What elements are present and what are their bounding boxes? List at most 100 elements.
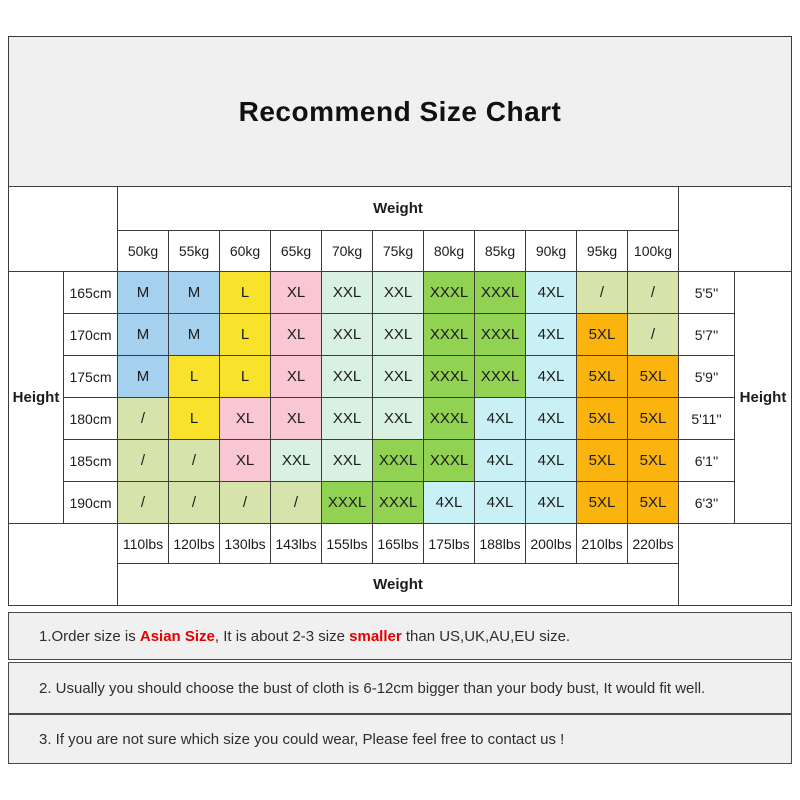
size-cell: / bbox=[270, 481, 322, 524]
height-cm-cell: 175cm bbox=[63, 355, 118, 398]
size-cell: 5XL bbox=[627, 439, 679, 482]
size-cell: 5XL bbox=[627, 397, 679, 440]
note-plain-text: than US,UK,AU,EU size. bbox=[401, 627, 571, 645]
lbs-header-cell: 165lbs bbox=[372, 523, 424, 564]
size-cell: 4XL bbox=[474, 439, 526, 482]
size-cell: 4XL bbox=[474, 481, 526, 524]
kg-header-cell: 50kg bbox=[117, 230, 169, 272]
title-box: Recommend Size Chart bbox=[8, 36, 792, 187]
size-cell: L bbox=[219, 355, 271, 398]
kg-header-cell: 80kg bbox=[423, 230, 475, 272]
kg-header-cell: 60kg bbox=[219, 230, 271, 272]
size-cell: XXL bbox=[372, 271, 424, 314]
kg-header-cell: 95kg bbox=[576, 230, 628, 272]
note-highlight-text: smaller bbox=[349, 627, 402, 645]
size-cell: 5XL bbox=[576, 313, 628, 356]
size-cell: 4XL bbox=[525, 313, 577, 356]
corner-top-left bbox=[8, 186, 118, 272]
lbs-header-cell: 155lbs bbox=[321, 523, 373, 564]
lbs-header-cell: 110lbs bbox=[117, 523, 169, 564]
lbs-header-cell: 210lbs bbox=[576, 523, 628, 564]
size-cell: XXXL bbox=[372, 481, 424, 524]
height-ft-cell: 5'9'' bbox=[678, 355, 735, 398]
size-cell: XL bbox=[270, 397, 322, 440]
note-highlight-text: Asian Size bbox=[139, 627, 215, 645]
size-cell: XL bbox=[219, 397, 271, 440]
size-cell: / bbox=[627, 271, 679, 314]
lbs-header-cell: 175lbs bbox=[423, 523, 475, 564]
lbs-header-cell: 188lbs bbox=[474, 523, 526, 564]
lbs-header-cell: 200lbs bbox=[525, 523, 577, 564]
height-ft-cell: 6'1'' bbox=[678, 439, 735, 482]
weight-header: Weight bbox=[117, 186, 679, 231]
size-cell: 5XL bbox=[576, 481, 628, 524]
corner-bottom-right bbox=[678, 523, 792, 606]
size-cell: 4XL bbox=[525, 439, 577, 482]
size-cell: / bbox=[117, 397, 169, 440]
height-label-left: Height bbox=[8, 271, 64, 524]
corner-bottom-left bbox=[8, 523, 118, 606]
size-cell: XL bbox=[270, 355, 322, 398]
lbs-header-cell: 130lbs bbox=[219, 523, 271, 564]
note-text: 2. Usually you should choose the bust of… bbox=[9, 680, 705, 697]
size-cell: XXL bbox=[321, 313, 373, 356]
kg-header-cell: 55kg bbox=[168, 230, 220, 272]
height-cm-cell: 185cm bbox=[63, 439, 118, 482]
size-cell: L bbox=[168, 355, 220, 398]
kg-header-cell: 65kg bbox=[270, 230, 322, 272]
size-cell: XXL bbox=[372, 313, 424, 356]
size-cell: XXL bbox=[321, 439, 373, 482]
size-chart-table: Weight 50kg 55kg 60kg 65kg 70kg 75kg 80kg 85kg 90… bbox=[8, 186, 792, 606]
lbs-header-cell: 143lbs bbox=[270, 523, 322, 564]
height-cm-cell: 165cm bbox=[63, 271, 118, 314]
note-plain-text: , It is about 2-3 size bbox=[214, 627, 350, 645]
size-cell: L bbox=[219, 313, 271, 356]
size-cell: XXL bbox=[270, 439, 322, 482]
size-cell: XXXL bbox=[321, 481, 373, 524]
note-contact-us: 3. If you are not sure which size you co… bbox=[8, 714, 792, 764]
lbs-header-cell: 220lbs bbox=[627, 523, 679, 564]
size-cell: 5XL bbox=[576, 397, 628, 440]
size-cell: M bbox=[117, 355, 169, 398]
size-cell: 5XL bbox=[576, 439, 628, 482]
note-plain-text: 1.Order size is bbox=[39, 627, 140, 645]
size-cell: XXL bbox=[321, 271, 373, 314]
kg-header-cell: 100kg bbox=[627, 230, 679, 272]
size-cell: 4XL bbox=[474, 397, 526, 440]
size-cell: L bbox=[219, 271, 271, 314]
size-cell: 4XL bbox=[525, 397, 577, 440]
size-cell: XXXL bbox=[423, 397, 475, 440]
height-ft-cell: 5'5'' bbox=[678, 271, 735, 314]
weight-footer: Weight bbox=[117, 563, 679, 606]
size-cell: 4XL bbox=[525, 271, 577, 314]
size-cell: / bbox=[168, 439, 220, 482]
height-cm-cell: 170cm bbox=[63, 313, 118, 356]
size-cell: XXXL bbox=[423, 271, 475, 314]
size-cell: / bbox=[117, 481, 169, 524]
corner-top-right bbox=[678, 186, 792, 272]
size-table-body: Weight 50kg 55kg 60kg 65kg 70kg 75kg 80kg 85kg 90… bbox=[8, 186, 792, 606]
size-cell: M bbox=[117, 271, 169, 314]
size-cell: M bbox=[117, 313, 169, 356]
kg-header-cell: 70kg bbox=[321, 230, 373, 272]
note-asian-size: 1.Order size is Asian Size, It is about … bbox=[8, 612, 792, 660]
size-cell: 5XL bbox=[627, 481, 679, 524]
size-cell: 5XL bbox=[576, 355, 628, 398]
height-label-right: Height bbox=[734, 271, 792, 524]
size-cell: / bbox=[219, 481, 271, 524]
height-ft-cell: 6'3'' bbox=[678, 481, 735, 524]
size-cell: XXL bbox=[321, 397, 373, 440]
size-cell: / bbox=[117, 439, 169, 482]
size-cell: XXXL bbox=[423, 355, 475, 398]
size-cell: XXXL bbox=[474, 271, 526, 314]
size-cell: XXXL bbox=[474, 313, 526, 356]
size-cell: XXL bbox=[321, 355, 373, 398]
size-cell: XL bbox=[219, 439, 271, 482]
size-cell: XL bbox=[270, 313, 322, 356]
size-cell: L bbox=[168, 397, 220, 440]
page-title: Recommend Size Chart bbox=[238, 95, 562, 127]
size-cell: / bbox=[168, 481, 220, 524]
size-cell: XXXL bbox=[474, 355, 526, 398]
kg-header-cell: 75kg bbox=[372, 230, 424, 272]
